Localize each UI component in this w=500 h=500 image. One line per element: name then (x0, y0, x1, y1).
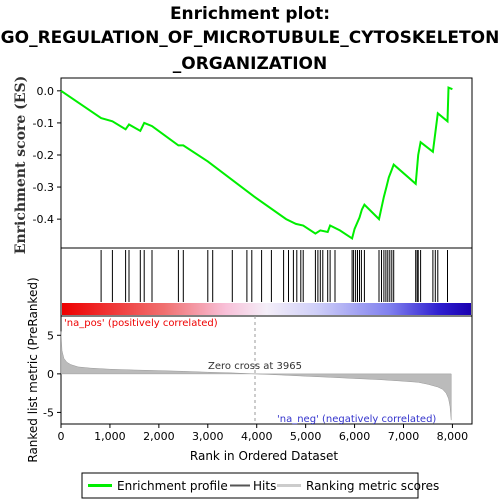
positive-correlation-label: 'na_pos' (positively correlated) (64, 318, 218, 329)
legend-enrichment-label: Enrichment profile (117, 479, 228, 493)
legend-hits-label: Hits (253, 479, 276, 493)
es-ytick-label: -0.3 (33, 181, 54, 194)
legend-ranking-label: Ranking metric scores (306, 479, 439, 493)
negative-correlation-label: 'na_neg' (negatively correlated) (277, 414, 436, 425)
ranking-metric-area (60, 331, 452, 421)
legend: Enrichment profile Hits Ranking metric s… (81, 472, 439, 499)
es-ytick-label: -0.1 (33, 117, 54, 130)
es-ytick-label: 0.0 (37, 85, 55, 98)
rank-xtick-label: 8,000 (437, 430, 469, 443)
rank-xtick-label: 0 (58, 430, 65, 443)
rank-color-bar (62, 303, 471, 315)
es-panel-frame (60, 77, 473, 249)
rank-xtick-label: 2,000 (143, 430, 175, 443)
rank-axis-xlabel: Rank in Ordered Dataset (190, 449, 338, 463)
rank-xtick-label: 5,000 (290, 430, 322, 443)
rank-ytick-label: 5 (47, 329, 54, 342)
rank-xtick-label: 4,000 (241, 430, 273, 443)
es-ytick-label: -0.2 (33, 149, 54, 162)
chart-title-line-3: _ORGANIZATION (173, 54, 327, 74)
chart-title-line-1: Enrichment plot: (170, 4, 330, 24)
rank-xtick-label: 1,000 (94, 430, 126, 443)
rank-xtick-label: 6,000 (339, 430, 371, 443)
es-axis-label: Enrichment score (ES) (13, 76, 29, 254)
es-panel: 0.0 -0.1 -0.2 -0.3 -0.4 Enrichment score (ES… (13, 76, 473, 254)
rank-xtick-label: 3,000 (192, 430, 224, 443)
rank-axis-ylabel: Ranked list metric (PreRanked) (26, 277, 40, 462)
es-axis-ticks: 0.0 -0.1 -0.2 -0.3 -0.4 (33, 85, 61, 226)
rank-ytick-label: 0 (47, 368, 54, 381)
rank-panel: Zero cross at 3965 'na_pos' (positively … (26, 277, 473, 463)
hit-markers (100, 250, 448, 302)
hits-panel (60, 247, 473, 317)
enrichment-profile-line (60, 86, 453, 241)
zero-cross-label: Zero cross at 3965 (208, 361, 302, 372)
rank-xtick-label: 7,000 (388, 430, 420, 443)
rank-ytick-label: -5 (43, 406, 54, 419)
rank-axis-ticks: 5 0 -5 0 1,000 2,000 3,000 4,000 5,000 6,000 7,000… (43, 329, 468, 443)
chart-title-line-2: GO_REGULATION_OF_MICROTUBULE_CYTOSKELETO… (1, 28, 500, 48)
es-ytick-label: -0.4 (33, 213, 54, 226)
